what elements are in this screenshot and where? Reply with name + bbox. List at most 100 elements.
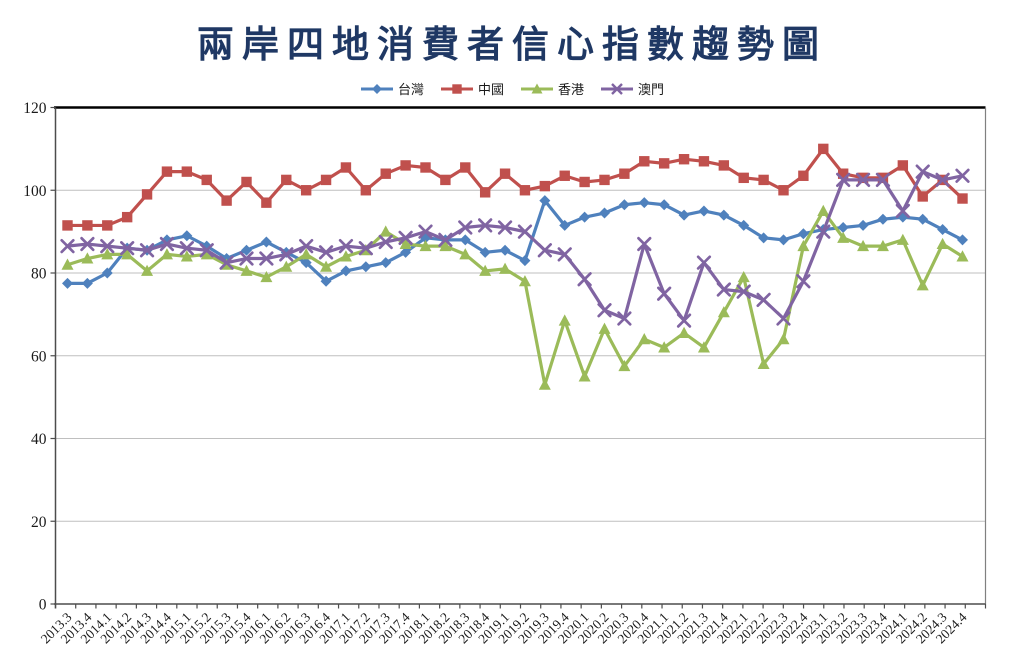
square-marker <box>360 185 372 196</box>
diamond-marker <box>758 232 770 244</box>
x-marker <box>915 164 930 179</box>
diamond-marker <box>101 267 113 279</box>
diamond-marker <box>797 228 809 240</box>
square-marker <box>758 174 769 186</box>
x-marker <box>517 224 533 239</box>
triangle-marker <box>141 264 154 276</box>
x-marker <box>537 243 552 258</box>
square-marker <box>678 154 690 165</box>
diamond-marker <box>400 246 412 258</box>
square-marker <box>380 168 391 179</box>
x-marker <box>617 311 632 326</box>
diamond-marker <box>479 246 491 258</box>
x-marker <box>716 282 731 297</box>
square-marker <box>479 187 491 198</box>
square-marker <box>221 195 232 206</box>
diamond-marker <box>599 207 610 219</box>
square-marker <box>181 166 193 177</box>
diamond-marker <box>380 257 392 269</box>
square-marker <box>519 185 531 196</box>
square-marker <box>897 160 909 171</box>
square-marker <box>579 176 590 188</box>
legend-item-macau: 澳門 <box>600 79 664 98</box>
triangle-marker <box>678 326 691 338</box>
square-marker <box>62 220 73 231</box>
triangle-marker <box>837 231 850 243</box>
x-marker <box>696 255 712 270</box>
triangle-marker <box>459 248 472 260</box>
legend-diamond-icon <box>360 83 393 94</box>
triangle-marker <box>101 248 114 260</box>
diamond-marker <box>499 244 511 256</box>
x-marker <box>60 238 75 254</box>
triangle-marker <box>876 239 889 252</box>
square-marker <box>102 220 113 231</box>
y-tick-label: 0 <box>39 597 47 614</box>
x-marker <box>736 284 751 299</box>
triangle-marker <box>777 333 790 345</box>
square-marker <box>161 166 173 177</box>
triangle-marker <box>300 248 313 260</box>
x-marker <box>597 303 612 318</box>
y-tick-label: 40 <box>31 431 47 448</box>
x-marker <box>935 172 950 188</box>
legend-label-china: 中國 <box>477 82 504 97</box>
series-hongkong-line <box>65 209 965 387</box>
legend-item-china: 中國 <box>440 79 504 98</box>
x-marker <box>816 224 831 239</box>
triangle-marker <box>200 248 213 260</box>
triangle-marker <box>499 262 512 274</box>
square-marker <box>778 185 789 196</box>
x-marker <box>318 245 334 260</box>
x-marker <box>577 272 592 287</box>
square-marker <box>877 172 889 184</box>
diamond-marker <box>778 234 789 246</box>
x-marker <box>139 243 155 258</box>
triangle-marker <box>717 306 730 318</box>
square-marker <box>559 170 570 181</box>
legend-label-macau: 澳門 <box>638 82 665 97</box>
square-marker <box>639 156 650 167</box>
square-marker <box>837 168 849 179</box>
x-marker <box>239 251 254 266</box>
x-marker <box>358 241 373 256</box>
square-marker <box>499 168 511 179</box>
diamond-marker <box>539 195 551 207</box>
triangle-marker <box>121 248 134 260</box>
triangle-marker <box>320 260 333 272</box>
square-marker <box>599 174 610 186</box>
diamond-marker <box>579 211 591 223</box>
diamond-marker <box>917 213 929 225</box>
x-marker <box>478 218 493 233</box>
legend-square-icon <box>440 83 473 94</box>
x-marker <box>378 234 393 250</box>
x-marker <box>80 236 95 252</box>
triangle-marker <box>817 204 830 216</box>
triangle-marker <box>240 264 253 276</box>
triangle-marker <box>757 357 770 370</box>
triangle-marker <box>379 225 392 237</box>
series-macau <box>60 164 970 328</box>
diamond-marker <box>698 205 710 217</box>
diamond-marker <box>837 221 849 233</box>
triangle-marker <box>479 264 492 276</box>
x-marker <box>756 292 771 308</box>
triangle-marker <box>260 270 273 283</box>
diamond-marker <box>181 230 193 242</box>
triangle-marker <box>81 252 94 264</box>
square-marker <box>82 220 93 231</box>
x-tick-labels: 2013.32013.42014.12014.22014.32014.42015… <box>38 609 970 646</box>
triangle-marker <box>697 341 710 353</box>
triangle-marker <box>737 270 750 283</box>
y-tick-label: 120 <box>23 100 47 117</box>
y-tick-label: 20 <box>31 514 47 531</box>
triangle-marker <box>439 239 452 252</box>
square-marker <box>738 172 749 184</box>
x-marker <box>657 286 672 301</box>
square-marker <box>141 189 153 200</box>
diamond-marker <box>260 236 272 248</box>
diamond-marker <box>678 209 690 221</box>
legend-item-hongkong: 香港 <box>520 79 584 98</box>
diamond-marker <box>658 199 670 211</box>
